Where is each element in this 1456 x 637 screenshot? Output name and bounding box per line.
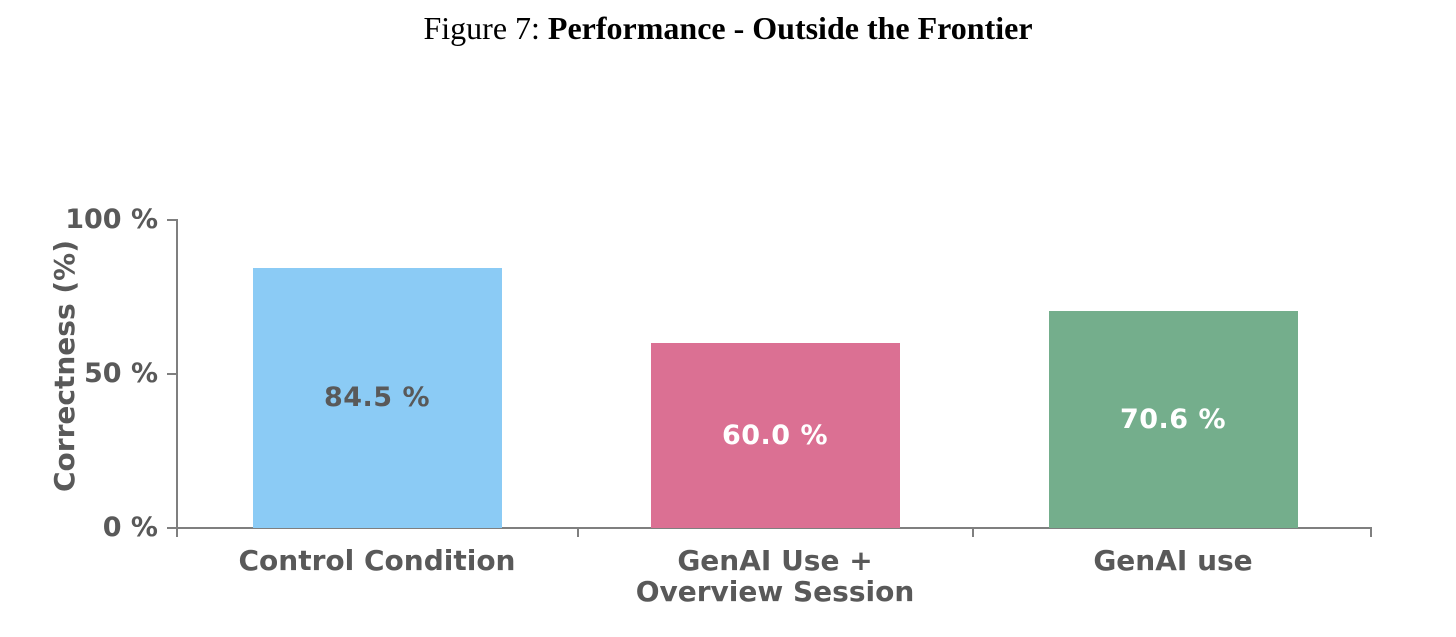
x-axis-line xyxy=(174,527,1372,529)
figure-title-prefix: Figure 7: xyxy=(423,10,548,46)
x-label-genai-use: GenAI use xyxy=(1093,544,1253,577)
x-label-control-condition: Control Condition xyxy=(238,544,516,577)
bar-value-label-genai-use: 70.6 % xyxy=(1119,403,1227,435)
bar-slot-genai-use: 70.6 % xyxy=(974,220,1372,528)
y-tick-mark-100 xyxy=(167,219,177,221)
figure-title-main: Performance - Outside the Frontier xyxy=(547,10,1033,46)
bar-value-label-control-condition: 84.5 % xyxy=(323,382,431,414)
x-tick-mark-2 xyxy=(972,529,974,537)
x-tick-mark-3 xyxy=(1370,529,1372,537)
y-tick-label-100: 100 % xyxy=(65,204,158,235)
y-tick-mark-0 xyxy=(167,527,177,529)
x-tick-mark-1 xyxy=(577,529,579,537)
y-tick-mark-50 xyxy=(167,373,177,375)
y-tick-label-50: 50 % xyxy=(83,358,158,389)
bar-slot-control-condition: 84.5 % xyxy=(178,220,576,528)
y-axis-line xyxy=(176,219,178,537)
bar-value-label-genai-use-overview: 60.0 % xyxy=(721,420,829,452)
bar-control-condition: 84.5 % xyxy=(252,267,502,528)
bar-genai-use: 70.6 % xyxy=(1048,310,1298,528)
x-label-genai-use-overview: GenAI Use + Overview Session xyxy=(635,544,915,608)
figure-title: Figure 7: Performance - Outside the Fron… xyxy=(0,10,1456,47)
x-axis-category-labels: Control Condition GenAI Use + Overview S… xyxy=(178,545,1372,607)
y-tick-label-0: 0 % xyxy=(102,512,158,543)
bar-slot-genai-use-overview: 60.0 % xyxy=(576,220,974,528)
bar-genai-use-overview: 60.0 % xyxy=(650,343,900,528)
plot-area: 84.5 % 60.0 % 70.6 % xyxy=(178,220,1372,528)
